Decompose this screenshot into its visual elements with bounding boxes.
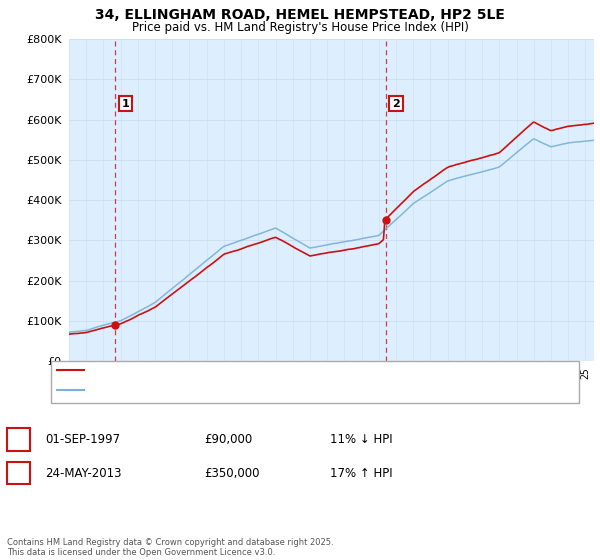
Text: Price paid vs. HM Land Registry's House Price Index (HPI): Price paid vs. HM Land Registry's House … [131,21,469,34]
Text: 2: 2 [392,99,400,109]
Text: 2: 2 [14,466,23,480]
Text: 1: 1 [14,433,23,446]
Text: £90,000: £90,000 [204,433,252,446]
Text: 34, ELLINGHAM ROAD, HEMEL HEMPSTEAD, HP2 5LE: 34, ELLINGHAM ROAD, HEMEL HEMPSTEAD, HP2… [95,8,505,22]
Text: 01-SEP-1997: 01-SEP-1997 [45,433,120,446]
Text: 1: 1 [121,99,129,109]
Text: 24-MAY-2013: 24-MAY-2013 [45,466,121,480]
Text: HPI: Average price, semi-detached house, Dacorum: HPI: Average price, semi-detached house,… [90,385,343,395]
Text: 17% ↑ HPI: 17% ↑ HPI [330,466,392,480]
Text: 34, ELLINGHAM ROAD, HEMEL HEMPSTEAD, HP2 5LE (semi-detached house): 34, ELLINGHAM ROAD, HEMEL HEMPSTEAD, HP2… [90,365,464,375]
Text: 11% ↓ HPI: 11% ↓ HPI [330,433,392,446]
Text: £350,000: £350,000 [204,466,260,480]
Text: Contains HM Land Registry data © Crown copyright and database right 2025.
This d: Contains HM Land Registry data © Crown c… [7,538,334,557]
